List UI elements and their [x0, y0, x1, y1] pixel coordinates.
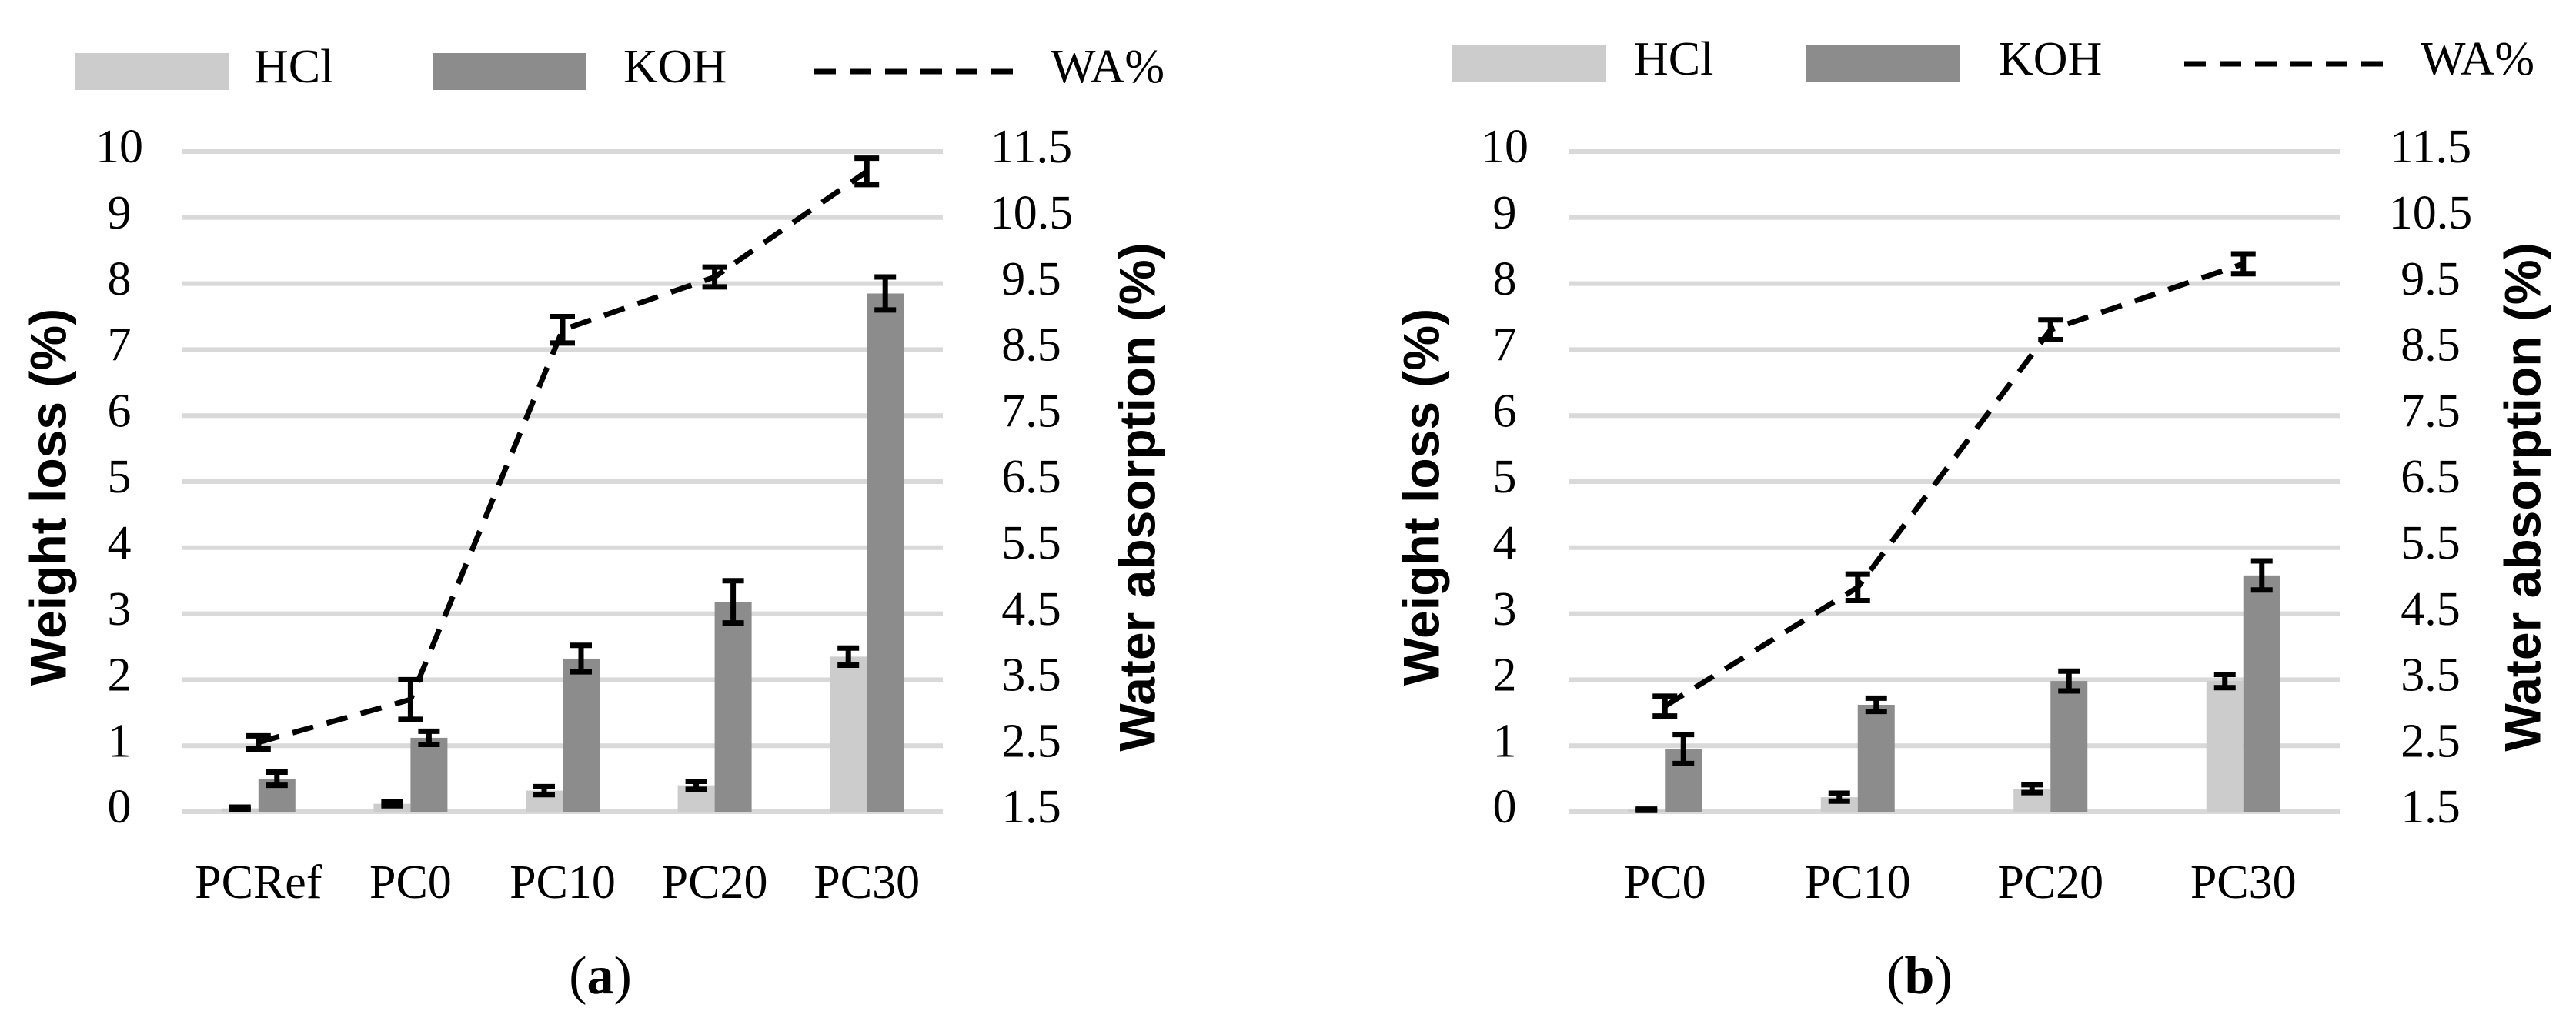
legend-label: WA%	[1051, 41, 1164, 93]
y2-tick-label: 3.5	[2401, 649, 2461, 702]
y2-tick-label: 1.5	[2401, 781, 2461, 833]
y-tick-label: 8	[1493, 253, 1517, 305]
y-tick-label: 2	[108, 649, 132, 702]
panel-label: (b)	[1886, 946, 1953, 1006]
chart-panel-a: 0 1 2 3 4 5 6 7 8 9 10 1.5 2.5 3.5 4.5 5.5 6.5 7.5 8.5 9.5 1…	[19, 41, 1165, 1006]
panel-label-letter: b	[1905, 946, 1935, 1006]
panel-label-letter: a	[587, 946, 614, 1006]
line-wa	[1663, 261, 2244, 709]
y2-tick-label: 2.5	[1001, 715, 1061, 767]
y-tick-label: 6	[1493, 385, 1517, 437]
x-category-label: PC0	[369, 856, 452, 909]
y2-tick-label: 2.5	[2401, 715, 2461, 767]
bar-hcl	[2206, 681, 2244, 812]
legend-swatch-hcl	[1452, 45, 1606, 82]
x-category-label: PC10	[510, 856, 616, 909]
legend: HCl KOH WA%	[1452, 33, 2534, 85]
bar-koh	[2243, 575, 2280, 812]
bar-koh	[867, 293, 904, 812]
x-category-label: PC0	[1624, 856, 1706, 909]
y2-tick-label: 4.5	[2401, 583, 2461, 636]
y-tick-label: 1	[1493, 715, 1517, 767]
x-category-label: PC20	[1997, 856, 2103, 909]
x-category-label: PC30	[2190, 856, 2297, 909]
legend-label: HCl	[254, 41, 333, 93]
y2-tick-label: 8.5	[2401, 319, 2461, 372]
legend-swatch-hcl	[75, 53, 229, 90]
y2-tick-label: 6.5	[2401, 451, 2461, 503]
panel-label: (a)	[569, 946, 632, 1006]
panel-label-open: (	[569, 946, 586, 1006]
y2-tick-label: 1.5	[1001, 781, 1061, 833]
x-category-label: PC20	[662, 856, 768, 909]
y2-tick-label: 3.5	[1001, 649, 1061, 702]
y2-axis-title: Water absorption (%)	[1108, 242, 1165, 751]
y-tick-label: 5	[108, 451, 132, 503]
legend: HCl KOH WA%	[75, 41, 1164, 93]
y-tick-label: 0	[108, 781, 132, 833]
y-tick-label: 4	[1493, 517, 1517, 569]
bar-koh	[2050, 681, 2088, 812]
legend-swatch-koh	[1806, 45, 1960, 82]
bar-koh	[1857, 705, 1895, 812]
panel-label-close: )	[614, 946, 632, 1006]
y2-tick-label: 4.5	[1001, 583, 1061, 636]
bar-koh	[714, 602, 752, 812]
y-tick-label: 0	[1493, 781, 1517, 833]
bar-koh	[410, 737, 448, 812]
y2-tick-label: 6.5	[1001, 451, 1061, 503]
y-tick-label: 4	[108, 517, 132, 569]
y-axis-title: Weight loss (%)	[1392, 309, 1449, 686]
y-tick-label: 6	[108, 385, 132, 437]
legend-label: KOH	[623, 41, 727, 93]
y2-tick-label: 10.5	[990, 187, 1074, 239]
y-tick-label: 10	[95, 121, 143, 173]
y-tick-label: 1	[108, 715, 132, 767]
y-tick-label: 3	[1493, 583, 1517, 636]
y2-axis-title: Water absorption (%)	[2494, 242, 2551, 751]
y2-tick-label: 10.5	[2389, 187, 2473, 239]
x-category-label: PC30	[814, 856, 920, 909]
legend-label: KOH	[1999, 33, 2102, 85]
y-tick-label: 5	[1493, 451, 1517, 503]
y-tick-label: 3	[108, 583, 132, 636]
y-tick-label: 9	[108, 187, 132, 239]
panel-label-close: )	[1934, 946, 1952, 1006]
legend-label: HCl	[1634, 33, 1713, 85]
x-category-label: PCRef	[195, 856, 322, 909]
y2-tick-label: 7.5	[2401, 385, 2461, 437]
y2-tick-label: 11.5	[991, 121, 1072, 173]
y2-tick-label: 7.5	[1001, 385, 1061, 437]
legend-swatch-koh	[433, 53, 586, 90]
y-tick-label: 8	[108, 253, 132, 305]
y2-tick-label: 5.5	[1001, 517, 1061, 569]
chart-panel-b: 0 1 2 3 4 5 6 7 8 9 10 1.5 2.5 3.5 4.5 5.5 6.5 7.5 8.5 9.5 1…	[1392, 33, 2551, 1006]
y-tick-label: 2	[1493, 649, 1517, 702]
legend-label: WA%	[2421, 33, 2534, 85]
y2-tick-label: 5.5	[2401, 517, 2461, 569]
bar-hcl	[830, 656, 867, 812]
bar-koh	[563, 658, 600, 812]
x-category-label: PC10	[1805, 856, 1911, 909]
y-axis-title: Weight loss (%)	[19, 309, 76, 686]
y2-tick-label: 9.5	[1001, 253, 1061, 305]
y-tick-label: 7	[1493, 319, 1517, 372]
line-wa	[257, 168, 869, 746]
panel-label-open: (	[1886, 946, 1904, 1006]
y2-tick-label: 11.5	[2390, 121, 2471, 173]
y-tick-label: 7	[108, 319, 132, 372]
y-tick-label: 9	[1493, 187, 1517, 239]
y-tick-label: 10	[1481, 121, 1529, 173]
y2-tick-label: 8.5	[1001, 319, 1061, 372]
y2-tick-label: 9.5	[2401, 253, 2461, 305]
